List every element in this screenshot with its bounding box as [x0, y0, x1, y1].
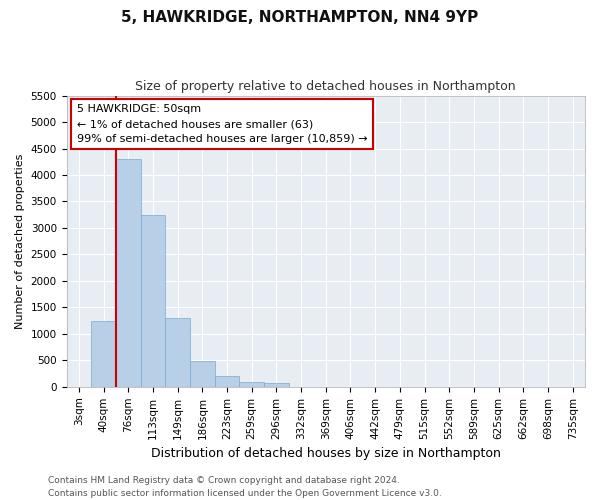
- X-axis label: Distribution of detached houses by size in Northampton: Distribution of detached houses by size …: [151, 447, 501, 460]
- Text: Contains HM Land Registry data © Crown copyright and database right 2024.
Contai: Contains HM Land Registry data © Crown c…: [48, 476, 442, 498]
- Bar: [91, 320, 116, 387]
- Text: 5 HAWKRIDGE: 50sqm
← 1% of detached houses are smaller (63)
99% of semi-detached: 5 HAWKRIDGE: 50sqm ← 1% of detached hous…: [77, 104, 368, 144]
- Title: Size of property relative to detached houses in Northampton: Size of property relative to detached ho…: [136, 80, 516, 93]
- Y-axis label: Number of detached properties: Number of detached properties: [15, 154, 25, 329]
- Bar: [165, 318, 190, 387]
- Bar: [264, 383, 289, 387]
- Bar: [215, 376, 239, 387]
- Bar: [116, 159, 140, 387]
- Bar: [239, 382, 264, 387]
- Text: 5, HAWKRIDGE, NORTHAMPTON, NN4 9YP: 5, HAWKRIDGE, NORTHAMPTON, NN4 9YP: [121, 10, 479, 25]
- Bar: [140, 214, 165, 387]
- Bar: [190, 362, 215, 387]
